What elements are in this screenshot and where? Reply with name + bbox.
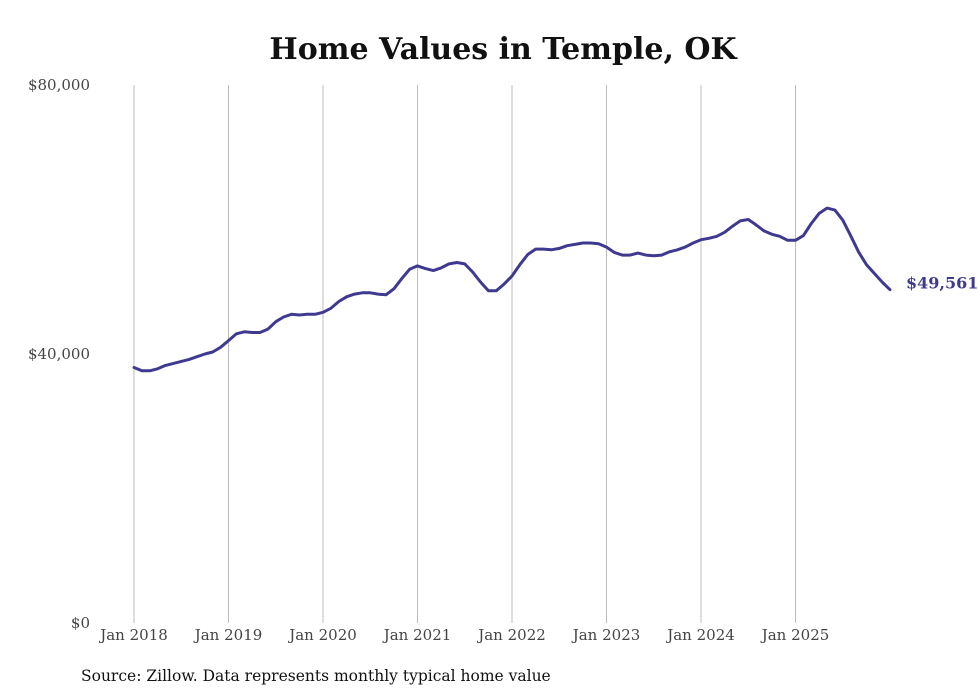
x-tick-label: Jan 2019: [193, 626, 263, 644]
series-line-home-value: [132, 206, 892, 373]
x-tick-label: Jan 2020: [287, 626, 357, 644]
y-axis-ticks: $0 $40,000 $80,000: [28, 76, 90, 632]
x-tick-label: Jan 2022: [476, 626, 546, 644]
x-tick-label: Jan 2018: [98, 626, 168, 644]
x-tick-label: Jan 2024: [665, 626, 735, 644]
x-tick-label: Jan 2025: [760, 626, 830, 644]
y-tick-label: $80,000: [28, 76, 90, 94]
chart-title: Home Values in Temple, OK: [269, 32, 737, 67]
x-tick-label: Jan 2023: [571, 626, 641, 644]
x-axis-ticks: Jan 2018 Jan 2019 Jan 2020 Jan 2021 Jan 2022…: [98, 626, 829, 644]
x-tick-label: Jan 2021: [382, 626, 452, 644]
y-tick-label: $40,000: [28, 345, 90, 363]
vertical-gridlines: [133, 85, 796, 623]
y-tick-label: $0: [71, 614, 90, 632]
end-value-label: $49,561: [906, 274, 978, 293]
source-note: Source: Zillow. Data represents monthly …: [81, 667, 551, 685]
